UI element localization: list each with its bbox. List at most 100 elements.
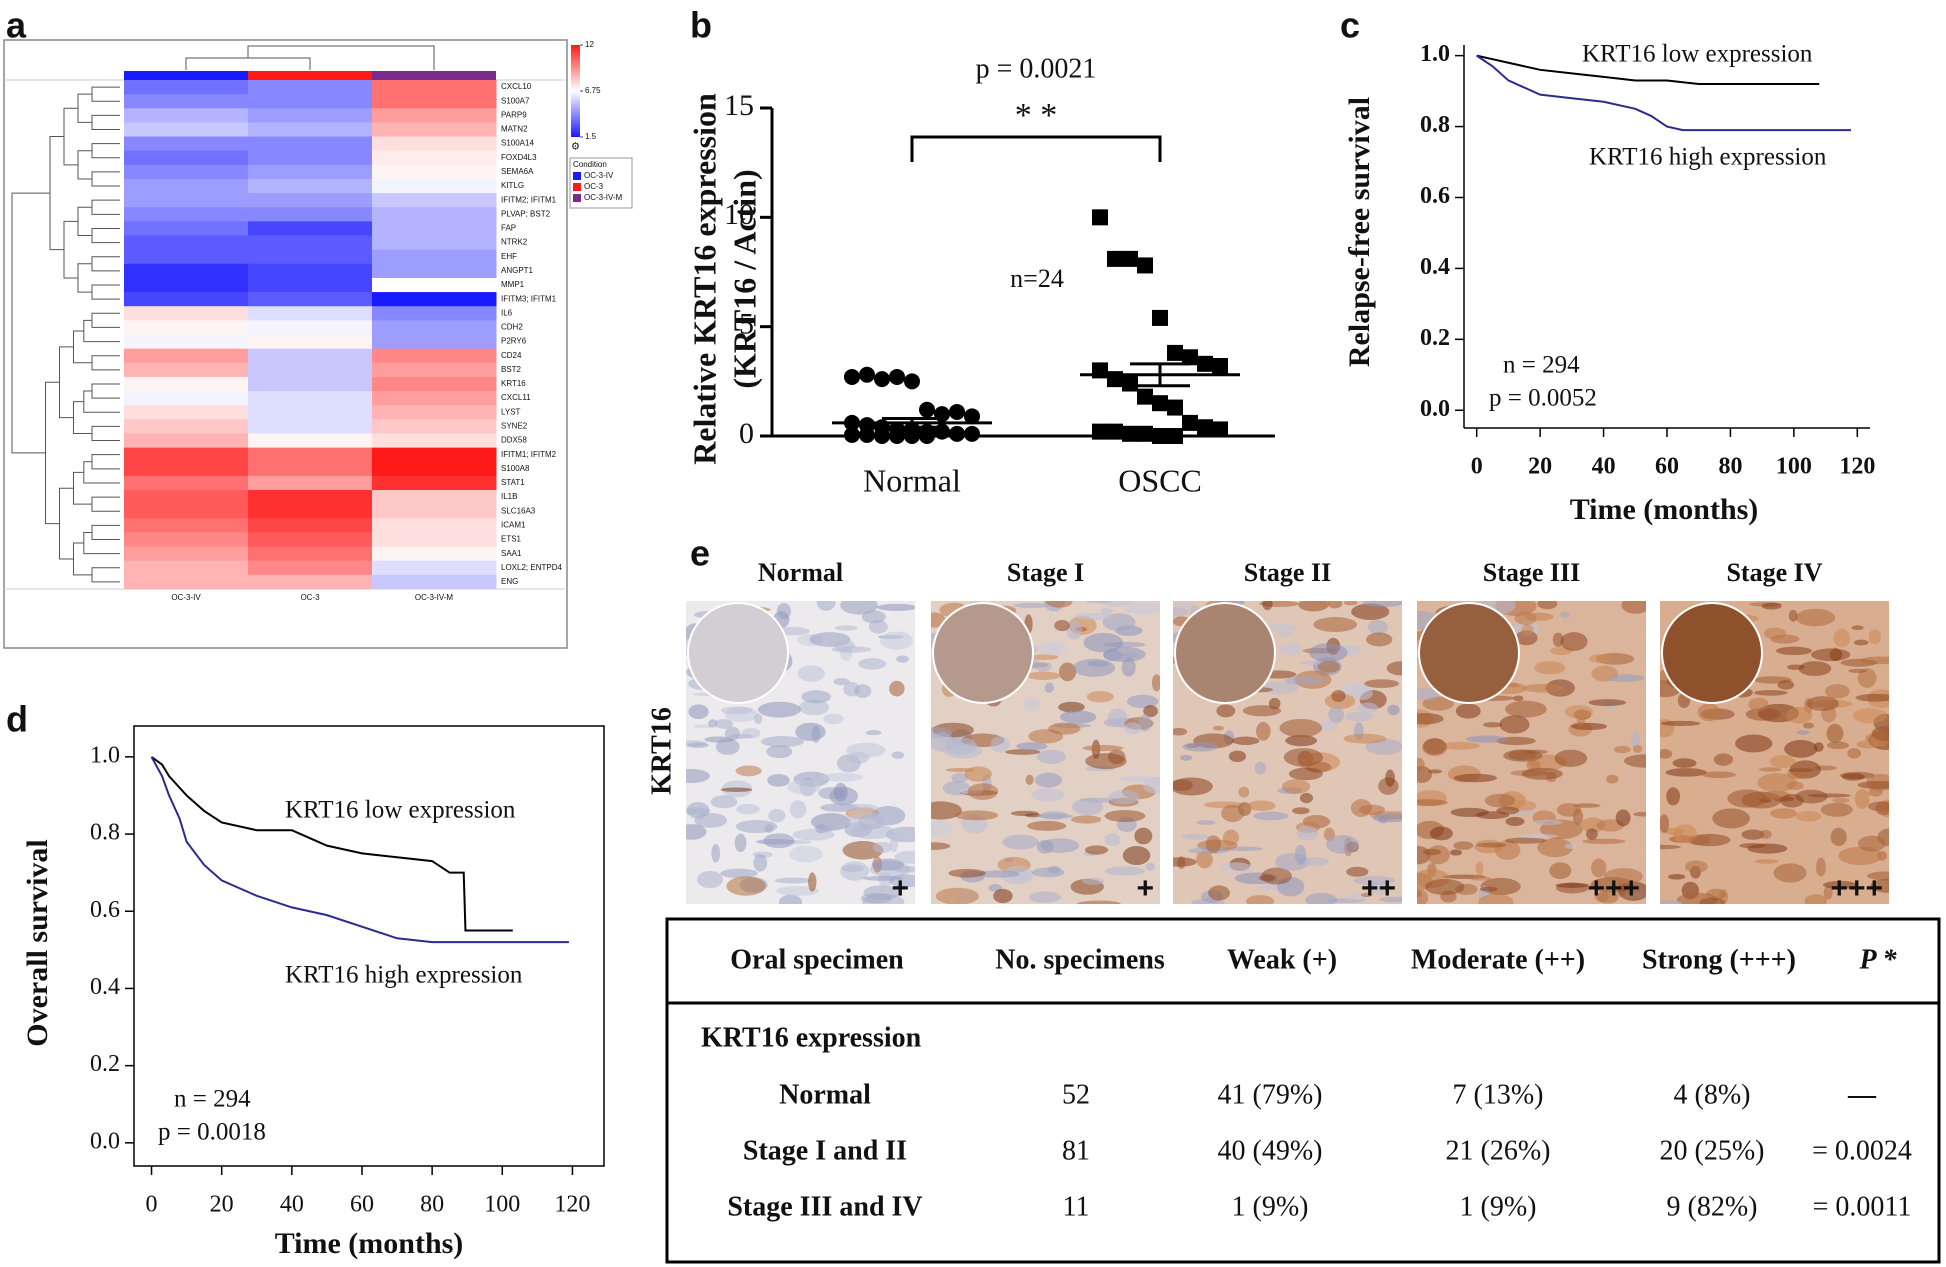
micrograph (1660, 601, 1889, 904)
colorbar (571, 45, 580, 137)
data-point (1092, 423, 1108, 440)
tissue-blob (1786, 664, 1805, 670)
heatmap-cell (372, 150, 497, 166)
x-tick-label: Normal (863, 462, 961, 498)
tissue-blob (789, 800, 807, 819)
data-point (949, 403, 965, 420)
row-label: IL1B (501, 492, 517, 501)
x-tick-label: 40 (1592, 454, 1616, 480)
tissue-blob (1353, 876, 1396, 886)
heatmap-cell (372, 475, 497, 491)
y-axis-label: Relapse-free survival (1343, 97, 1376, 367)
tissue-blob (757, 701, 801, 718)
data-point (859, 426, 875, 443)
tissue-blob (893, 866, 915, 873)
tissue-blob (948, 868, 986, 878)
heatmap-cell (248, 193, 373, 208)
tissue-blob (1196, 850, 1213, 869)
row-label: CXCL11 (501, 393, 531, 402)
tissue-blob (1851, 625, 1864, 631)
tissue-blob (1357, 702, 1379, 714)
tissue-blob (854, 684, 872, 699)
tissue-blob (1066, 620, 1083, 640)
tissue-blob (736, 803, 760, 815)
heatmap-cell (124, 292, 249, 307)
x-tick-label: 100 (1776, 454, 1812, 480)
dendrogram (11, 192, 50, 454)
tissue-blob (720, 868, 758, 879)
tissue-blob (1104, 833, 1121, 847)
x-axis-label: Time (months) (275, 1227, 464, 1260)
tissue-blob (1072, 658, 1116, 677)
tissue-blob (1285, 734, 1318, 747)
tissue-blob (1387, 704, 1400, 716)
micrograph (686, 601, 915, 904)
heatmap-cell (248, 94, 373, 109)
heatmap-cell (372, 419, 497, 434)
data-point (874, 428, 890, 444)
data-point (859, 366, 875, 383)
survival-curve (1476, 54, 1820, 86)
micrograph (1417, 601, 1646, 904)
annotation: n = 294 (174, 1086, 251, 1113)
heatmap-cell (372, 277, 497, 293)
inset (1418, 602, 1520, 704)
tissue-blob (741, 728, 761, 739)
heatmap-cell (124, 150, 249, 166)
tissue-blob (1036, 749, 1067, 764)
tissue-blob (726, 876, 766, 896)
tissue-blob (708, 719, 718, 728)
tissue-blob (753, 713, 763, 725)
tissue-blob (1623, 754, 1646, 768)
tissue-blob (1795, 810, 1822, 822)
tissue-blob (1591, 858, 1607, 878)
tissue-blob (1508, 750, 1537, 761)
data-point (1167, 399, 1183, 416)
annotation: p = 0.0052 (1489, 385, 1597, 412)
tissue-blob (1453, 841, 1474, 850)
heatmap-cell (372, 490, 497, 505)
row-label: IFITM1; IFITM2 (501, 450, 557, 459)
tissue-blob (1360, 892, 1373, 898)
tissue-blob (1621, 601, 1646, 614)
tissue-blob (1688, 833, 1731, 847)
tissue-blob (734, 833, 747, 853)
data-point (1197, 419, 1213, 436)
tissue-blob (1784, 739, 1818, 758)
tissue-blob (1031, 867, 1065, 878)
heatmap-cell (124, 475, 249, 491)
column-label: Stage IV (1726, 558, 1822, 587)
heatmap-cell (372, 405, 497, 420)
tissue-blob (1450, 849, 1462, 856)
tissue-blob (1034, 772, 1063, 788)
legend-swatch (573, 183, 581, 191)
tissue-blob (1475, 811, 1510, 820)
heatmap-cell (372, 193, 497, 208)
tissue-blob (850, 823, 894, 840)
tissue-blob (775, 886, 820, 896)
tissue-blob (1826, 741, 1849, 750)
tissue-blob (1701, 771, 1737, 779)
tissue-blob (1735, 734, 1773, 753)
data-point (1197, 355, 1213, 372)
dendrogram (185, 45, 435, 70)
legend-icon: ⚙ (571, 142, 580, 153)
tissue-blob (894, 850, 915, 864)
tissue-blob (1549, 862, 1572, 880)
data-point (1212, 358, 1228, 375)
tissue-blob (1104, 810, 1146, 822)
annotation: n = 294 (1503, 352, 1580, 379)
tissue-blob (1521, 623, 1534, 636)
column-bar (124, 71, 248, 80)
tissue-blob (1173, 606, 1189, 617)
tissue-blob (1505, 816, 1525, 826)
tissue-blob (1104, 866, 1145, 876)
heatmap-cell (248, 504, 373, 519)
heatmap-cell (124, 136, 249, 152)
row-label: ICAM1 (501, 520, 526, 529)
tissue-blob (1829, 648, 1843, 661)
tissue-blob (1212, 725, 1224, 731)
heatmap-cell (124, 433, 249, 449)
tissue-blob (1830, 827, 1847, 847)
